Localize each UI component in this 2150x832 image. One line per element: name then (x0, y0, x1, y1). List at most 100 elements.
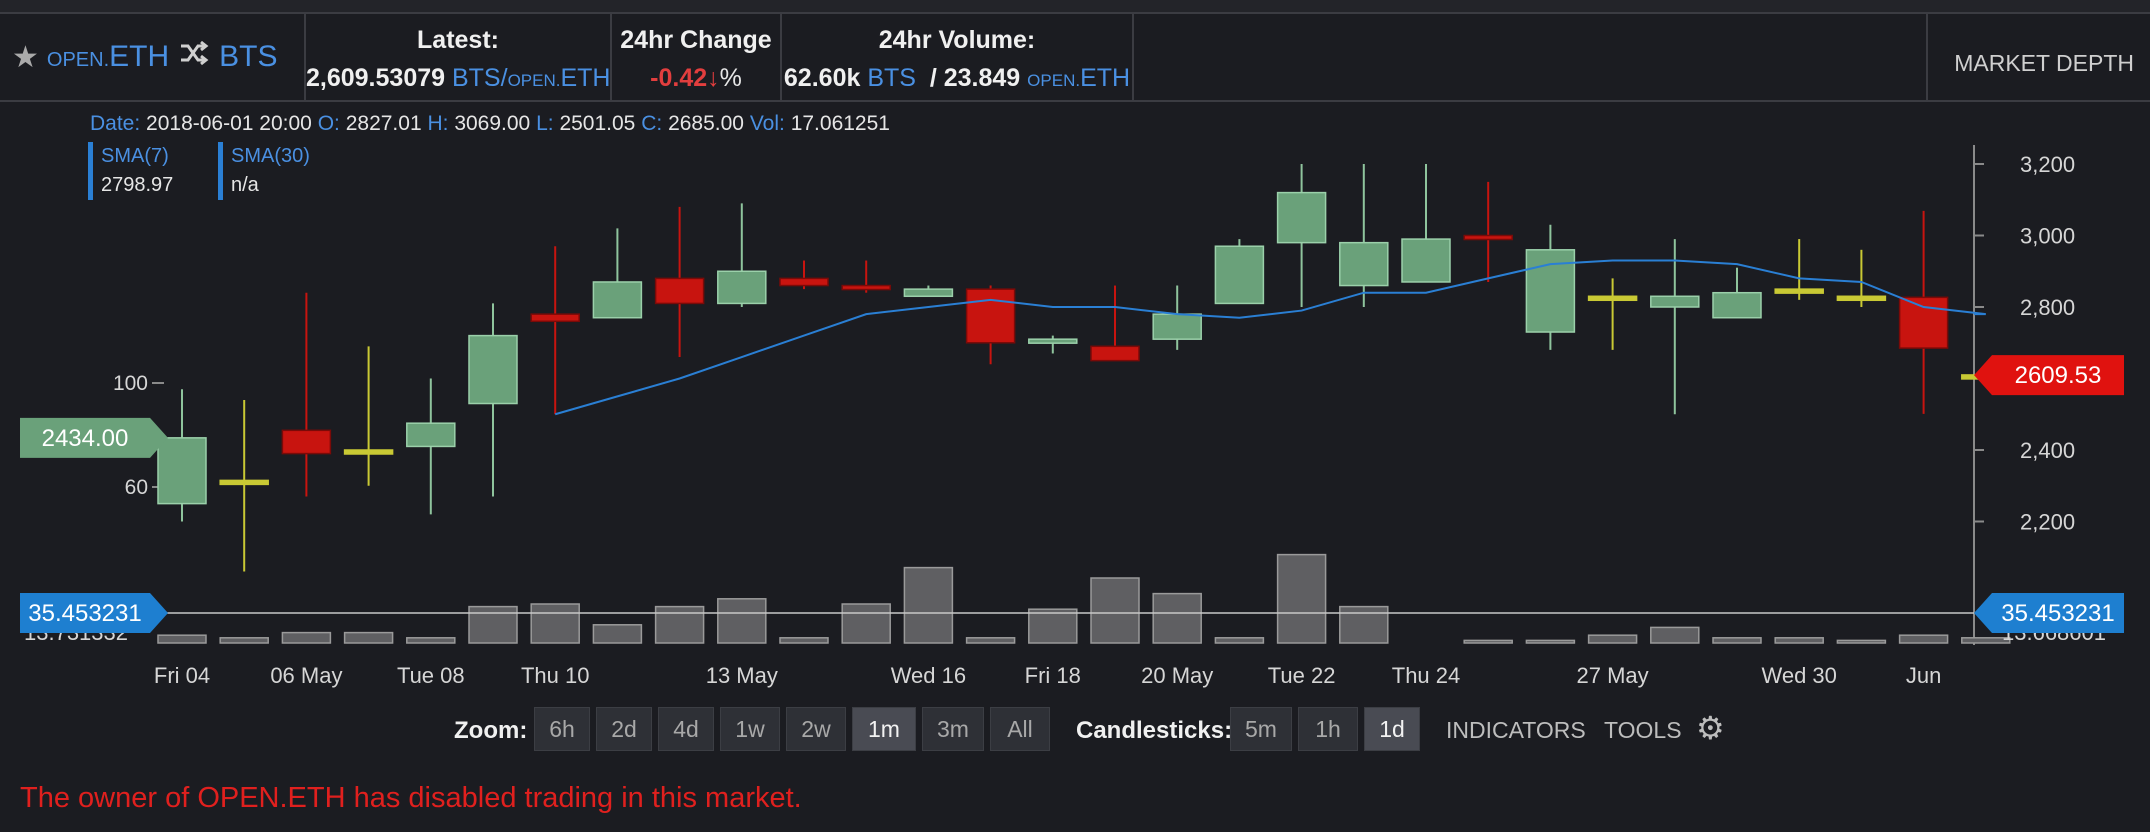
x-tick-label: 13 May (706, 663, 778, 688)
zoom-6h-button[interactable]: 6h (534, 707, 590, 751)
volume-bar (1276, 553, 1327, 644)
swap-icon[interactable] (179, 40, 209, 74)
candle-body (157, 437, 207, 505)
candle-body (1339, 241, 1389, 287)
left-crosshair-tag-text: 35.453231 (28, 600, 141, 627)
volume-bar (1339, 605, 1389, 644)
volume-bar (406, 637, 456, 644)
y-tick-label: 2,800 (2020, 295, 2075, 320)
volume-bar (281, 631, 332, 644)
volume-bar (1898, 634, 1949, 644)
x-tick-label: Jun (1906, 663, 1941, 688)
volume-bar (1587, 634, 1638, 644)
volume-bar (1774, 637, 1824, 644)
volume-bar (717, 598, 767, 644)
left-crosshair-tag: 35.453231 (20, 593, 168, 633)
gear-icon[interactable]: ⚙ (1696, 710, 1725, 746)
volume-bar (903, 566, 954, 644)
market-header: ★ OPEN.ETH BTS Latest: 2,609.53079 BTS/O… (0, 14, 2150, 102)
left-price-tag-shape (20, 417, 168, 458)
quote-asset-link[interactable]: OPEN.ETH (46, 40, 170, 73)
candle-body (219, 479, 269, 486)
candle-body (1152, 313, 1202, 340)
volume-bar (1090, 577, 1140, 644)
y-tick-label: 3,200 (2020, 152, 2075, 177)
volume-title: 24hr Volume: (878, 26, 1036, 54)
left-price-tag-text: 2434.00 (42, 425, 129, 452)
ohlc-readout: Date: 2018-06-01 20:00 O: 2827.01 H: 306… (90, 112, 890, 135)
sma7-legend: SMA(7) 2798.97 (88, 142, 173, 200)
candle-body (468, 334, 518, 405)
volume-bar (1028, 608, 1078, 644)
x-tick-label: Tue 22 (1268, 663, 1336, 688)
candle-body (1463, 234, 1513, 241)
candle-body (1090, 345, 1140, 362)
zoom-2w-button[interactable]: 2w (786, 707, 846, 751)
latest-title: Latest: (417, 26, 499, 54)
sma30-legend: SMA(30) n/a (218, 142, 310, 200)
volume-bar (841, 603, 891, 644)
volume-bar (1650, 626, 1700, 644)
candle-body (1898, 296, 1949, 349)
latest-value: 2,609.53079 BTS/OPEN.ETH (306, 64, 611, 92)
zoom-4d-button[interactable]: 4d (658, 707, 714, 751)
star-icon[interactable]: ★ (12, 40, 39, 74)
volume-bar (654, 605, 705, 644)
right-crosshair-tag-shape (1974, 593, 2124, 633)
indicators-button[interactable]: INDICATORS (1446, 717, 1586, 743)
candle-1h-button[interactable]: 1h (1298, 707, 1358, 751)
candle-body (281, 429, 332, 455)
candle-5m-button[interactable]: 5m (1230, 707, 1292, 751)
arrow-down-icon: ↓ (707, 64, 720, 92)
x-tick-label: 06 May (270, 663, 342, 688)
zoom-1w-button[interactable]: 1w (720, 707, 780, 751)
market-depth-button[interactable]: MARKET DEPTH (1954, 50, 2134, 76)
x-tick-label: Fri 18 (1025, 663, 1081, 688)
volume-bar (1712, 637, 1762, 644)
volume-value: 62.60k BTS / 23.849 OPEN.ETH (783, 64, 1131, 92)
candle-1d-button[interactable]: 1d (1364, 707, 1420, 751)
volume-bar (965, 637, 1016, 644)
change-title: 24hr Change (620, 26, 772, 54)
candle-body (1214, 245, 1265, 305)
candle-body (592, 281, 643, 319)
volume-bar (1961, 637, 2011, 644)
sma7-line (554, 259, 1986, 416)
zoom-all-button[interactable]: All (990, 707, 1050, 751)
zoom-1m-button[interactable]: 1m (852, 707, 916, 751)
zoom-2d-button[interactable]: 2d (596, 707, 652, 751)
left-price-tag: 2434.00 (20, 417, 168, 458)
volume-stat: 24hr Volume: 62.60k BTS / 23.849 OPEN.ET… (782, 14, 1134, 100)
volume-bar (779, 637, 829, 644)
y-tick-label: 2,400 (2020, 438, 2075, 463)
volume-bar (592, 624, 643, 644)
candle-body (965, 288, 1016, 344)
volume-tick-label: 100 (113, 372, 148, 395)
right-price-tag-text: 2609.53 (2015, 362, 2102, 389)
x-tick-label: 20 May (1141, 663, 1213, 688)
x-tick-label: Wed 16 (891, 663, 966, 688)
volume-bar (1836, 639, 1887, 644)
candle-body (841, 284, 891, 291)
candle-body (1774, 288, 1824, 294)
tools-button[interactable]: TOOLS (1604, 717, 1682, 743)
candle-body (1712, 291, 1762, 319)
y-tick-label: 2,200 (2020, 510, 2075, 535)
volume-bar (343, 631, 394, 644)
candle-body (1401, 238, 1451, 283)
zoom-label: Zoom: (454, 717, 528, 744)
zoom-3m-button[interactable]: 3m (922, 707, 984, 751)
base-asset-link[interactable]: BTS (219, 40, 278, 73)
candle-body (343, 449, 394, 455)
candle-body (1836, 295, 1887, 302)
candle-body (530, 313, 580, 323)
x-tick-label: Thu 10 (521, 663, 590, 688)
candle-body (654, 277, 705, 305)
price-chart[interactable]: 3,2003,0002,8002,6002,4002,2001008060Fri… (0, 100, 2150, 700)
trading-disabled-notice: The owner of OPEN.ETH has disabled tradi… (20, 782, 802, 814)
volume-bar (468, 605, 518, 644)
volume-bar (219, 637, 269, 644)
market-pair: ★ OPEN.ETH BTS (0, 14, 306, 100)
candle-body (406, 422, 456, 448)
volume-bar (1214, 637, 1265, 644)
